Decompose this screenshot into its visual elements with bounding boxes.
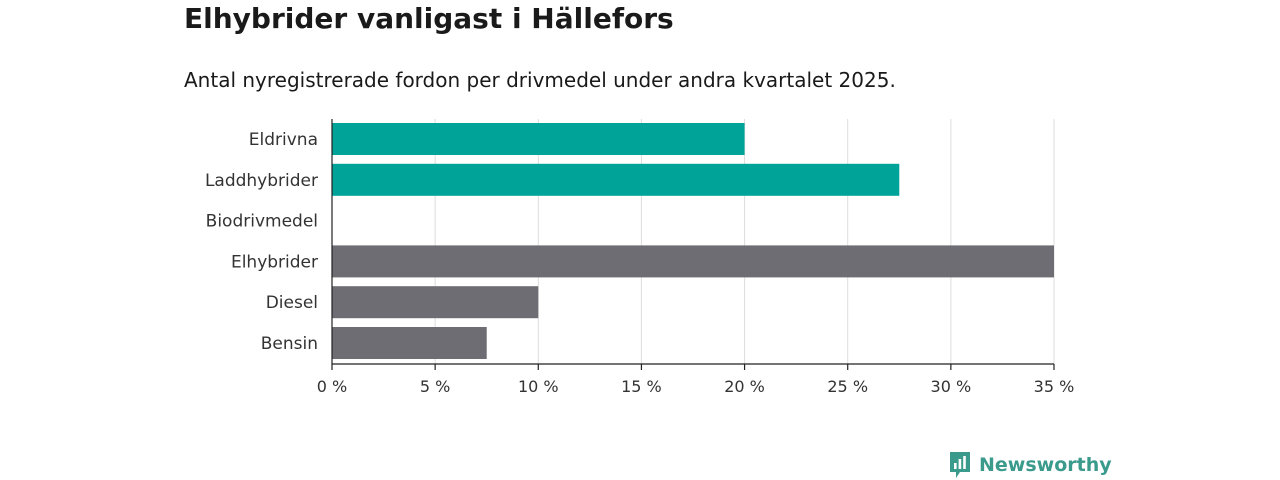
- category-label: Bensin: [261, 334, 318, 354]
- category-label: Elhybrider: [231, 252, 318, 272]
- bar: [332, 123, 745, 155]
- chart-subtitle: Antal nyregistrerade fordon per drivmede…: [184, 68, 896, 92]
- category-label: Eldrivna: [249, 130, 318, 150]
- x-tick-label: 25 %: [827, 377, 868, 396]
- newsworthy-logo: Newsworthy: [948, 450, 1112, 480]
- bar: [332, 163, 900, 196]
- category-labels: Eldrivna Laddhybrider Biodrivmedel Elhybrid…: [205, 130, 318, 354]
- x-tick-label: 30 %: [931, 377, 972, 396]
- category-label: Biodrivmedel: [206, 212, 318, 232]
- gridlines: [434, 119, 1055, 364]
- x-tick-label: 10 %: [518, 377, 559, 396]
- bar: [332, 245, 1054, 278]
- x-tick-label: 5 %: [420, 377, 450, 396]
- x-axis: 0 % 5 % 10 % 15 % 20 % 25 % 30 % 35 %: [317, 119, 1075, 396]
- x-tick-label: 35 %: [1034, 377, 1075, 396]
- chart-title: Elhybrider vanligast i Hällefors: [184, 2, 674, 35]
- bar: [332, 286, 539, 319]
- x-tick-label: 15 %: [621, 377, 662, 396]
- newsworthy-logo-icon: [950, 452, 970, 478]
- bar: [332, 327, 487, 359]
- category-label: Laddhybrider: [205, 171, 318, 191]
- category-label: Diesel: [266, 293, 318, 313]
- bars: [332, 123, 1054, 359]
- x-tick-label: 0 %: [317, 377, 347, 396]
- x-tick-label: 20 %: [724, 377, 765, 396]
- brand-name: Newsworthy: [979, 454, 1112, 476]
